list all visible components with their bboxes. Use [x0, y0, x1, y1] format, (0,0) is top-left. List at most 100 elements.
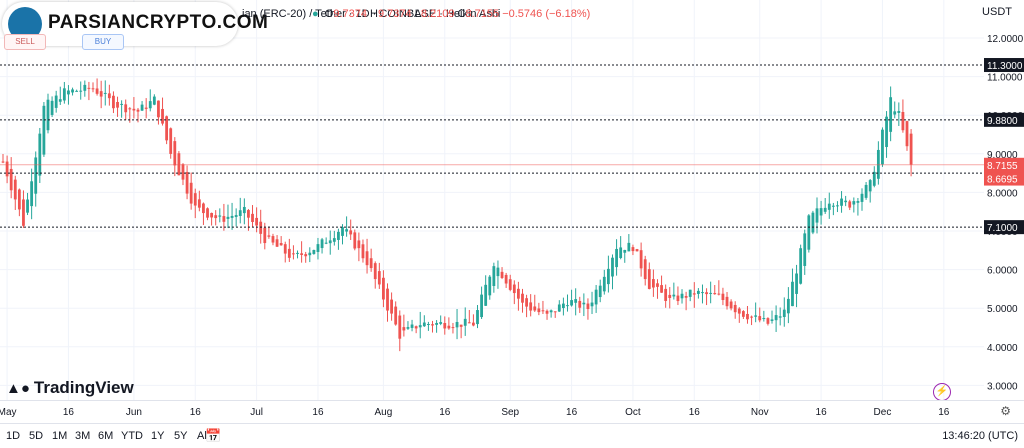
candle-body[interactable] — [566, 305, 569, 307]
candle-body[interactable] — [557, 304, 561, 312]
candle-body[interactable] — [598, 285, 602, 298]
candle-body[interactable] — [238, 210, 242, 217]
candle-body[interactable] — [901, 111, 905, 131]
candle-body[interactable] — [762, 318, 766, 320]
candle-body[interactable] — [647, 269, 651, 289]
candle-body[interactable] — [815, 208, 819, 223]
candle-body[interactable] — [827, 203, 831, 210]
candle-body[interactable] — [193, 193, 197, 206]
candle-body[interactable] — [87, 87, 91, 89]
candle-body[interactable] — [631, 247, 635, 252]
candle-body[interactable] — [398, 315, 402, 339]
candle-body[interactable] — [733, 304, 737, 313]
candle-body[interactable] — [480, 294, 483, 318]
candle-body[interactable] — [741, 311, 745, 317]
candle-body[interactable] — [840, 198, 843, 206]
candle-body[interactable] — [337, 231, 340, 240]
candle-body[interactable] — [537, 308, 541, 313]
candle-body[interactable] — [668, 294, 672, 298]
candle-body[interactable] — [422, 322, 426, 327]
candle-body[interactable] — [386, 288, 389, 311]
candle-body[interactable] — [161, 108, 164, 124]
candle-body[interactable] — [275, 239, 279, 247]
candle-body[interactable] — [623, 249, 627, 253]
candle-body[interactable] — [455, 321, 459, 328]
candle-body[interactable] — [402, 327, 406, 331]
candle-body[interactable] — [799, 248, 803, 284]
candle-body[interactable] — [574, 299, 578, 303]
candle-body[interactable] — [713, 293, 717, 295]
candle-body[interactable] — [320, 239, 324, 249]
candle-body[interactable] — [721, 293, 725, 301]
candle-body[interactable] — [316, 244, 320, 252]
candle-body[interactable] — [341, 227, 344, 236]
candle-body[interactable] — [17, 189, 21, 210]
candle-body[interactable] — [586, 303, 590, 310]
candle-body[interactable] — [504, 274, 508, 284]
candle-body[interactable] — [676, 295, 680, 302]
candle-body[interactable] — [508, 279, 512, 290]
candle-body[interactable] — [410, 324, 414, 328]
candle-body[interactable] — [696, 290, 700, 294]
candle-body[interactable] — [234, 215, 238, 217]
candle-body[interactable] — [304, 254, 308, 257]
candle-body[interactable] — [868, 180, 872, 192]
candle-body[interactable] — [46, 99, 50, 131]
candle-body[interactable] — [651, 279, 655, 288]
candle-body[interactable] — [864, 184, 868, 198]
candle-body[interactable] — [451, 327, 455, 329]
price-chart[interactable] — [0, 0, 984, 400]
range-button-1y[interactable]: 1Y — [151, 430, 165, 442]
candle-body[interactable] — [283, 244, 287, 254]
currency-selector[interactable]: USDT — [982, 6, 1012, 18]
buy-button[interactable]: BUY — [82, 34, 124, 50]
candle-body[interactable] — [570, 300, 573, 306]
candle-body[interactable] — [210, 212, 214, 218]
candle-body[interactable] — [132, 108, 136, 111]
candle-body[interactable] — [582, 302, 586, 305]
candle-body[interactable] — [819, 208, 823, 216]
candle-body[interactable] — [529, 302, 533, 311]
candle-body[interactable] — [79, 90, 83, 92]
candle-body[interactable] — [38, 133, 42, 176]
candle-body[interactable] — [525, 298, 528, 307]
range-button-ytd[interactable]: YTD — [121, 430, 143, 442]
candle-body[interactable] — [615, 248, 618, 268]
candle-body[interactable] — [324, 242, 328, 244]
candle-body[interactable] — [549, 310, 553, 313]
candle-body[interactable] — [226, 216, 230, 219]
candle-body[interactable] — [692, 293, 696, 295]
candle-body[interactable] — [656, 283, 659, 287]
candle-body[interactable] — [909, 133, 913, 165]
candle-body[interactable] — [124, 104, 128, 113]
candle-body[interactable] — [361, 244, 365, 259]
candle-body[interactable] — [22, 199, 25, 226]
candle-body[interactable] — [67, 90, 70, 95]
candle-body[interactable] — [406, 327, 410, 329]
candle-body[interactable] — [173, 141, 177, 166]
candle-body[interactable] — [5, 161, 9, 177]
candle-body[interactable] — [75, 90, 79, 92]
settings-gear-icon[interactable]: ⚙ — [1000, 404, 1011, 418]
candle-body[interactable] — [627, 242, 631, 252]
range-button-5y[interactable]: 5Y — [174, 430, 188, 442]
candle-body[interactable] — [255, 217, 259, 226]
candle-body[interactable] — [26, 199, 29, 213]
tradingview-logo[interactable]: ▲● TradingView — [6, 378, 134, 398]
candle-body[interactable] — [394, 306, 398, 325]
candle-body[interactable] — [369, 258, 373, 269]
candle-body[interactable] — [578, 300, 582, 308]
candle-body[interactable] — [492, 266, 496, 287]
candle-body[interactable] — [885, 116, 888, 148]
candle-body[interactable] — [148, 101, 152, 109]
candle-body[interactable] — [778, 316, 782, 318]
candle-body[interactable] — [545, 310, 549, 314]
candle-body[interactable] — [729, 301, 733, 309]
candle-body[interactable] — [606, 268, 610, 285]
candle-body[interactable] — [709, 292, 713, 294]
candle-body[interactable] — [251, 213, 254, 222]
candle-body[interactable] — [774, 315, 778, 321]
candle-body[interactable] — [500, 271, 504, 278]
candle-body[interactable] — [169, 128, 173, 154]
candle-body[interactable] — [30, 181, 34, 207]
